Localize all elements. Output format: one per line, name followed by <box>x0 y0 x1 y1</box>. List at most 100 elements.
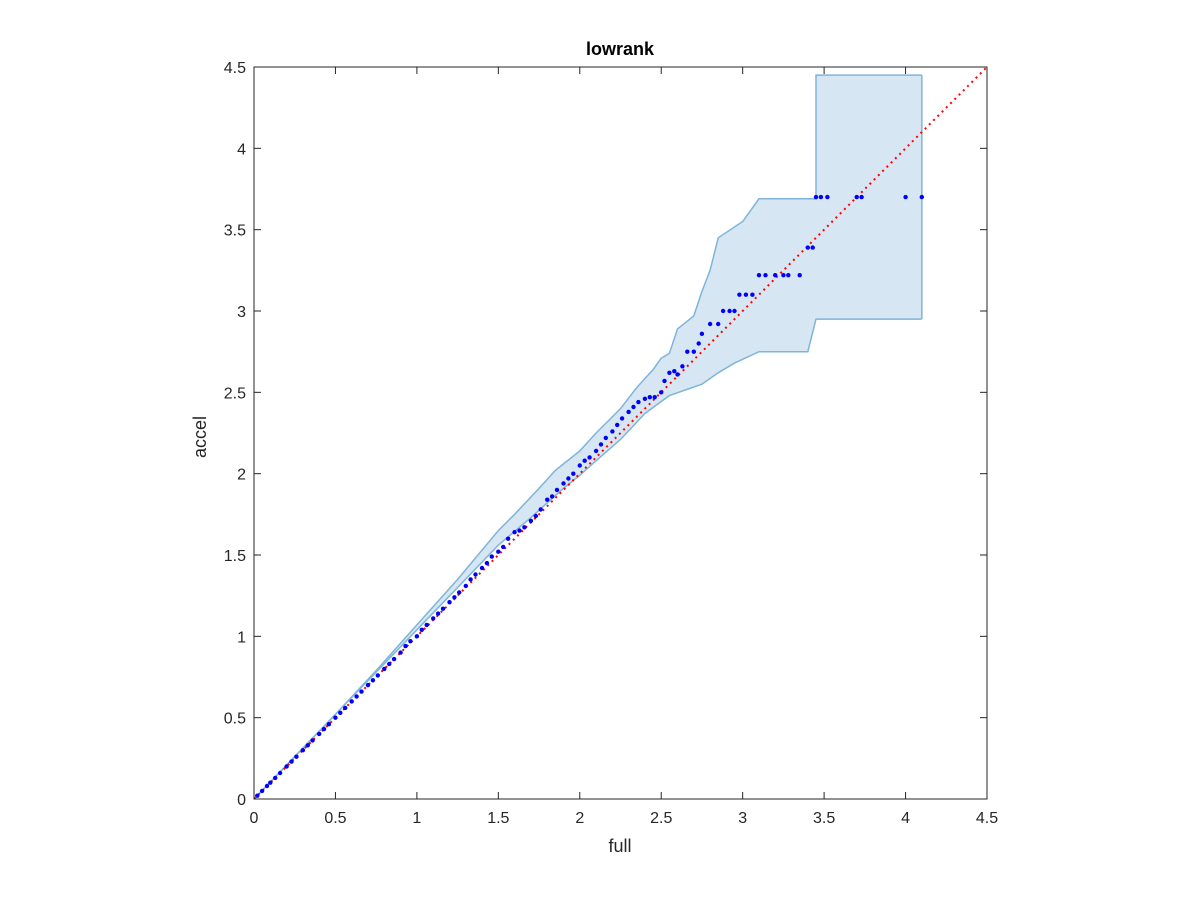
data-point <box>452 595 457 600</box>
data-point <box>317 731 322 737</box>
data-point <box>652 395 657 400</box>
data-point <box>489 554 494 559</box>
data-point <box>365 682 371 688</box>
data-point <box>859 194 864 200</box>
data-point <box>756 273 762 278</box>
data-point <box>354 694 359 699</box>
y-axis-label: accel <box>190 416 210 458</box>
data-point <box>528 518 534 523</box>
data-point <box>538 507 543 512</box>
data-point <box>587 455 592 460</box>
data-point <box>919 194 924 200</box>
data-point <box>382 666 387 672</box>
data-point <box>699 331 705 336</box>
data-point <box>707 321 713 327</box>
data-point <box>593 448 599 454</box>
data-point <box>264 783 270 789</box>
plot-area: 0 0.5 1 1.5 2 2.5 3 3.5 4 4.5 0 0.5 1 1.5 2 2.5 3 3.5 4 4.5 <box>224 60 998 827</box>
y-tick-label: 4 <box>237 141 246 158</box>
y-tick-label: 0.5 <box>224 711 246 728</box>
x-axis-label: full <box>608 836 631 856</box>
data-point <box>268 780 273 785</box>
data-point <box>343 705 348 711</box>
data-point <box>805 245 810 250</box>
data-point <box>326 722 332 727</box>
x-tick-label: 0.5 <box>324 810 346 827</box>
data-point <box>294 754 299 759</box>
data-point <box>468 577 473 582</box>
data-point <box>255 793 260 798</box>
data-point <box>440 606 446 611</box>
x-tick-label: 0 <box>250 810 259 827</box>
data-point <box>375 673 380 678</box>
data-point <box>825 194 830 200</box>
data-points-layer <box>255 194 924 798</box>
x-tick-label: 1 <box>412 810 421 827</box>
y-tick-label: 3 <box>237 304 246 321</box>
data-point <box>727 308 732 314</box>
y-tick-label: 2 <box>237 467 246 484</box>
data-point <box>289 759 294 764</box>
data-point <box>545 497 550 502</box>
data-point <box>603 435 608 441</box>
data-point <box>786 273 791 278</box>
x-tick-label: 2 <box>575 810 584 827</box>
data-point <box>435 611 441 616</box>
data-point <box>571 471 576 476</box>
data-point <box>549 494 555 499</box>
data-point <box>305 743 310 748</box>
data-point <box>854 194 859 200</box>
confidence-band-layer <box>253 74 923 800</box>
data-point <box>457 590 462 595</box>
data-point <box>473 572 478 577</box>
data-point <box>431 616 436 621</box>
data-point <box>273 775 278 781</box>
data-point <box>321 726 327 732</box>
data-point <box>610 429 615 434</box>
x-tick-label: 1.5 <box>487 810 509 827</box>
data-point <box>284 764 289 769</box>
data-point <box>398 650 403 655</box>
data-point <box>338 710 343 715</box>
data-point <box>685 349 690 354</box>
data-point <box>810 245 815 250</box>
data-point <box>447 600 452 605</box>
data-point <box>737 292 742 297</box>
band-upper-edge <box>253 74 922 800</box>
data-point <box>743 292 749 297</box>
data-point <box>720 308 726 314</box>
data-point <box>277 770 283 776</box>
y-tick-label: 2.5 <box>224 385 246 402</box>
data-point <box>479 565 485 571</box>
data-point <box>763 273 768 278</box>
data-point <box>259 788 265 794</box>
data-point <box>598 442 604 447</box>
data-point <box>370 678 376 683</box>
data-point <box>659 390 664 395</box>
data-point <box>781 273 786 278</box>
data-point <box>310 738 315 743</box>
data-point <box>675 372 680 377</box>
x-tick-label: 4.5 <box>976 810 998 827</box>
y-tick-label: 1.5 <box>224 548 246 565</box>
data-point <box>414 634 420 639</box>
data-point <box>619 416 625 421</box>
x-tick-label: 3.5 <box>813 810 835 827</box>
data-point <box>391 656 397 662</box>
reference-line <box>253 66 988 800</box>
data-point <box>636 399 641 405</box>
y-tick-label: 0 <box>237 792 246 809</box>
data-point <box>696 341 701 346</box>
data-point <box>484 560 490 566</box>
chart-title: lowrank <box>586 39 655 59</box>
data-point <box>419 627 424 632</box>
data-point <box>615 422 620 428</box>
data-point <box>359 689 364 694</box>
data-point <box>349 699 354 704</box>
data-point <box>408 639 413 644</box>
y-tick-label: 3.5 <box>224 223 246 240</box>
data-point <box>903 194 908 200</box>
data-point <box>403 643 408 649</box>
data-point <box>496 549 501 554</box>
data-point <box>691 349 696 354</box>
